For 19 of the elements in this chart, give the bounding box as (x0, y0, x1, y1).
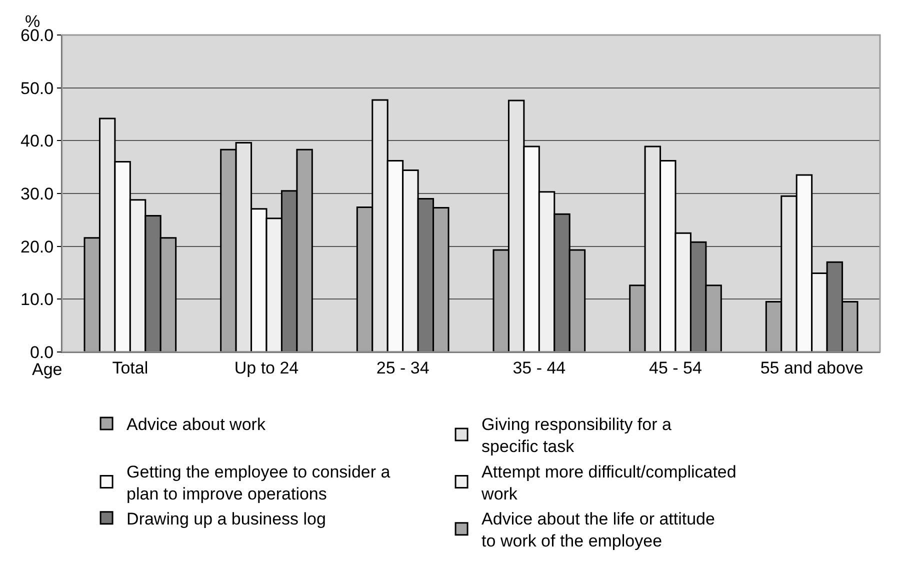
x-axis-title: Age (32, 360, 62, 379)
y-tick-label: 30.0 (20, 184, 54, 204)
y-tick-label: 0.0 (30, 342, 54, 362)
y-tick-label: 10.0 (20, 290, 54, 310)
x-tick-label: 55 and above (760, 358, 864, 378)
x-tick-label: 25 - 34 (376, 358, 430, 378)
y-tick-label: 20.0 (20, 237, 54, 256)
legend-label: Attempt more difficult/complicated work (480, 462, 736, 504)
legend-label: Advice about the life or attitude to work of the employee (482, 509, 715, 551)
y-tick-label: 40.0 (20, 132, 54, 151)
y-tick-label: 50.0 (20, 78, 54, 98)
legend-label: Drawing up a business log (126, 509, 326, 528)
legend-label: Getting the employee to consider a plan to improve operations (126, 462, 391, 504)
legend-label: Advice about work (126, 415, 266, 434)
legend-label: Giving responsibility for a specific task (482, 415, 672, 456)
x-tick-label: 45 - 54 (649, 358, 702, 378)
x-tick-label: Total (112, 358, 148, 378)
x-tick-label: 35 - 44 (512, 358, 566, 378)
x-tick-label: Up to 24 (234, 358, 299, 378)
